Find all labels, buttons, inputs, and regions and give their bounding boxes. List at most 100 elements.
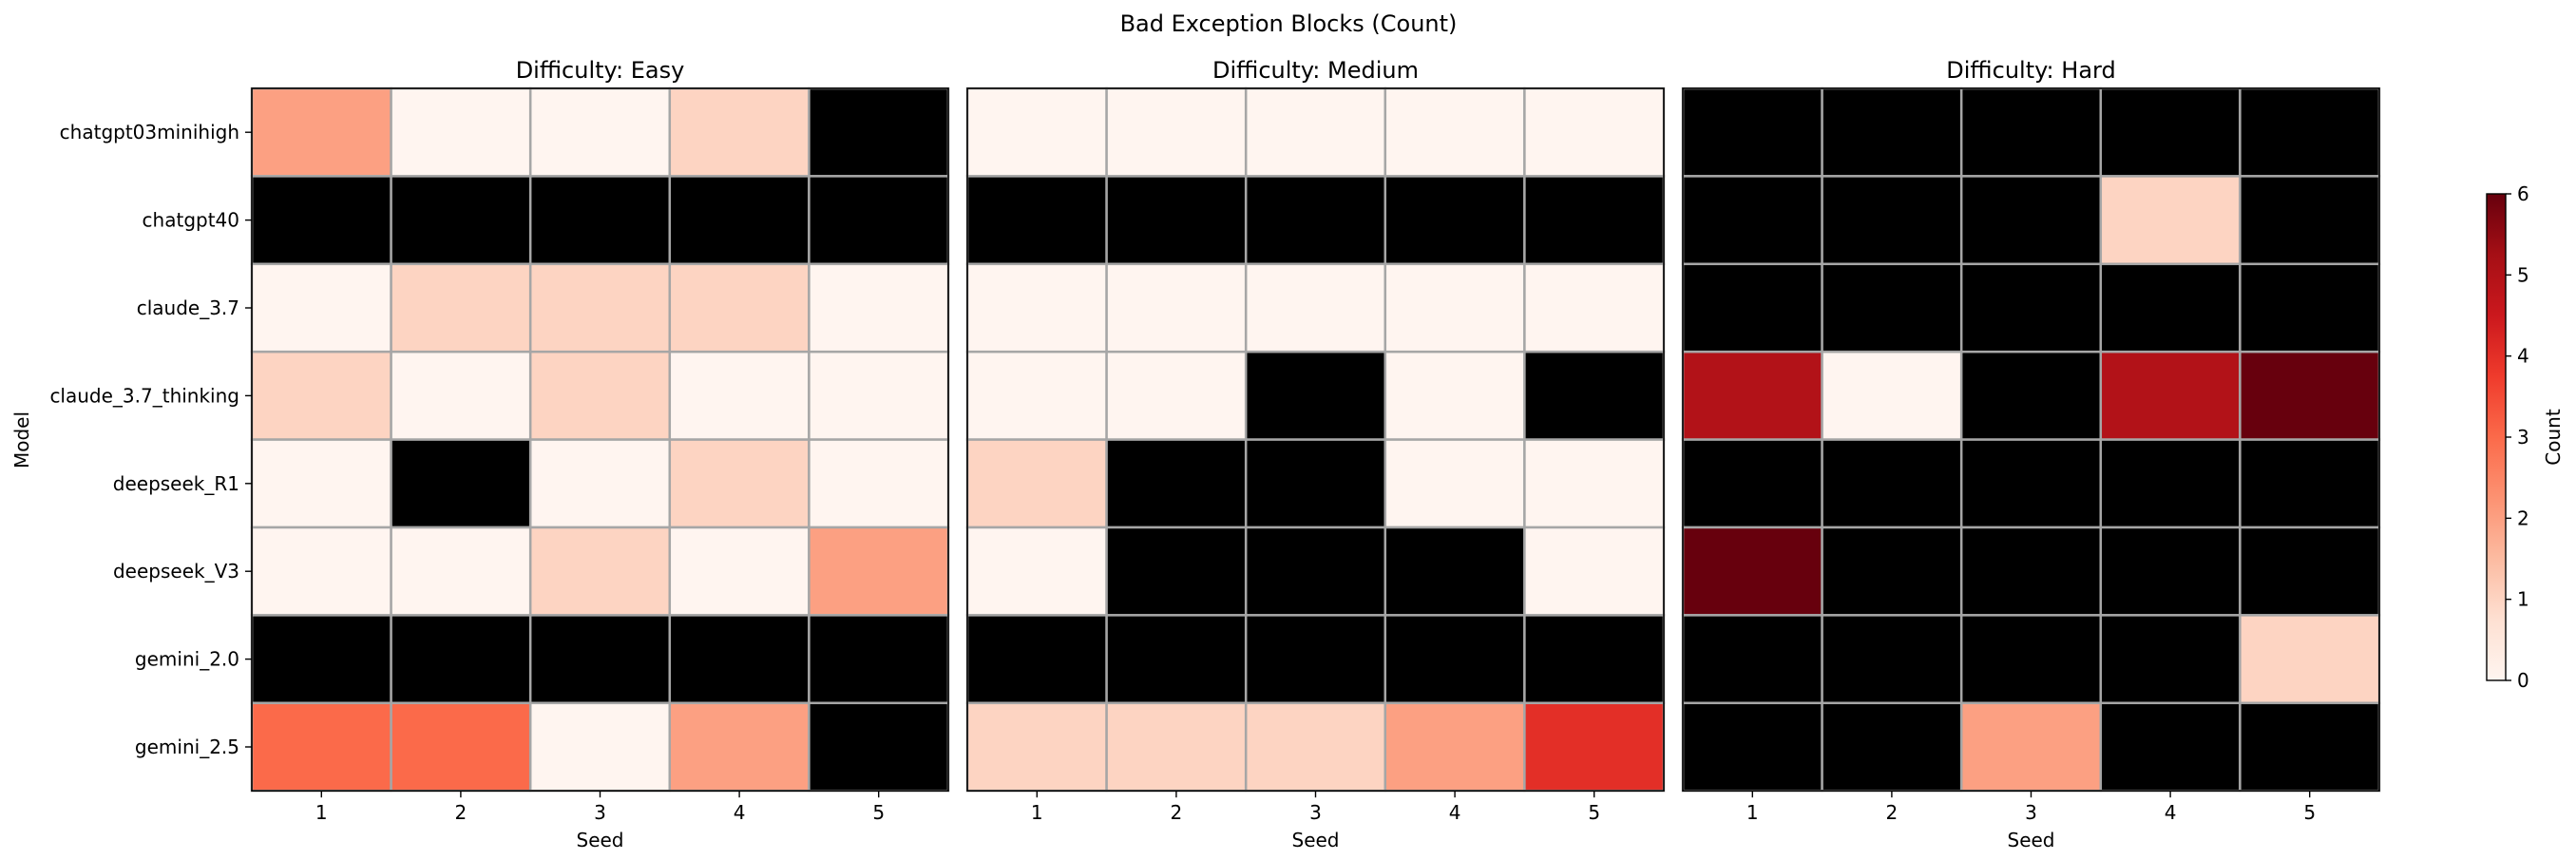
colorbar-label: Count	[2542, 409, 2565, 466]
x-tick-label: 3	[594, 801, 606, 824]
colorbar-tick-label: 1	[2517, 588, 2529, 611]
x-tick-label: 5	[1588, 801, 1600, 824]
x-tick-label: 4	[1449, 801, 1461, 824]
heatmap-cell	[1821, 350, 1963, 441]
heatmap-cell	[1244, 350, 1387, 441]
heatmap-cell	[808, 526, 950, 617]
heatmap-cell	[250, 175, 392, 266]
x-axis-label: Seed	[2008, 829, 2055, 851]
heatmap-cell	[250, 701, 392, 793]
colorbar-tick-label: 5	[2517, 263, 2529, 286]
heatmap-panel: Difficulty: Hard 1 2 3 4 5 Seed	[1681, 57, 2381, 851]
heatmap-cell	[965, 350, 1108, 441]
heatmap-cell	[1383, 86, 1526, 178]
heatmap-cell	[250, 86, 392, 178]
heatmap-cell	[528, 86, 672, 178]
heatmap-cell	[390, 526, 532, 617]
colorbar-tick-label: 0	[2517, 669, 2529, 692]
heatmap-cell	[1523, 526, 1666, 617]
heatmap-cell	[965, 614, 1108, 705]
heatmap-panels: Difficulty: Easy 1 2 3 4 5 Seed chatgpt03minihi…	[49, 57, 2381, 851]
heatmap-cell	[1383, 438, 1526, 529]
x-tick-label: 3	[1309, 801, 1322, 824]
heatmap-cell	[1959, 614, 2103, 705]
heatmap-cell	[250, 350, 392, 441]
heatmap-cell	[808, 350, 950, 441]
heatmap-cell	[528, 350, 672, 441]
x-tick-label: 5	[872, 801, 885, 824]
heatmap-cell	[390, 438, 532, 529]
heatmap-cell	[1821, 701, 1963, 793]
heatmap-cell	[2239, 86, 2381, 178]
heatmap-cell	[1244, 701, 1387, 793]
heatmap-cell	[1105, 350, 1248, 441]
y-tick-label: deepseek_R1	[113, 472, 239, 495]
heatmap-cell	[808, 175, 950, 266]
colorbar: 0 1 2 3 4 5 6 Count	[2486, 182, 2565, 692]
colorbar-tick-label: 6	[2517, 182, 2529, 205]
panel-title: Difficulty: Hard	[1946, 57, 2115, 84]
heatmap-cell	[1681, 614, 1823, 705]
heatmap-cell	[1105, 701, 1248, 793]
heatmap-cell	[390, 701, 532, 793]
heatmap-cell	[390, 350, 532, 441]
heatmap-cell	[1681, 438, 1823, 529]
heatmap-cell	[1244, 614, 1387, 705]
x-tick-label: 3	[2025, 801, 2037, 824]
heatmap-cell	[2239, 701, 2381, 793]
heatmap-cell	[2099, 262, 2242, 354]
heatmap-cell	[1383, 614, 1526, 705]
x-tick-label: 4	[734, 801, 746, 824]
heatmap-cell	[2099, 350, 2242, 441]
x-tick-label: 1	[1031, 801, 1043, 824]
heatmap-panel: Difficulty: Medium 1 2 3 4 5 Seed	[965, 57, 1666, 851]
heatmap-cell	[1383, 701, 1526, 793]
heatmap-cell	[1959, 86, 2103, 178]
colorbar-tick-label: 2	[2517, 506, 2529, 529]
x-axis-label: Seed	[1292, 829, 1340, 851]
heatmap-panel: Difficulty: Easy 1 2 3 4 5 Seed chatgpt03minihi…	[49, 57, 950, 851]
heatmap-cell	[668, 86, 811, 178]
heatmap-cell	[2099, 438, 2242, 529]
heatmap-cell	[1959, 526, 2103, 617]
heatmap-cell	[2239, 262, 2381, 354]
heatmap-cell	[1523, 86, 1666, 178]
heatmap-cell	[528, 526, 672, 617]
heatmap-cell	[1959, 438, 2103, 529]
heatmap-cell	[1681, 350, 1823, 441]
heatmap-cell	[1821, 175, 1963, 266]
heatmap-cell	[1959, 701, 2103, 793]
heatmap-cell	[1383, 526, 1526, 617]
heatmap-cell	[808, 614, 950, 705]
heatmap-cell	[965, 262, 1108, 354]
heatmap-cell	[528, 175, 672, 266]
heatmap-cell	[668, 701, 811, 793]
heatmap-cell	[390, 614, 532, 705]
heatmap-cell	[1105, 438, 1248, 529]
heatmap-cell	[808, 701, 950, 793]
heatmap-cell	[2099, 86, 2242, 178]
heatmap-cell	[1523, 175, 1666, 266]
heatmap-cell	[808, 438, 950, 529]
heatmap-cell	[528, 614, 672, 705]
heatmap-cell	[1244, 526, 1387, 617]
heatmap-cell	[668, 614, 811, 705]
heatmap-cell	[2239, 438, 2381, 529]
colorbar-gradient	[2486, 193, 2507, 681]
heatmap-cell	[1821, 438, 1963, 529]
heatmap-cell	[250, 262, 392, 354]
x-tick-label: 2	[1171, 801, 1183, 824]
heatmap-cell	[2239, 175, 2381, 266]
x-tick-label: 1	[1746, 801, 1759, 824]
heatmap-cell	[250, 438, 392, 529]
x-tick-label: 1	[315, 801, 328, 824]
heatmap-cell	[2099, 701, 2242, 793]
heatmap-cell	[1681, 86, 1823, 178]
heatmap-cell	[1523, 262, 1666, 354]
y-tick-label: claude_3.7_thinking	[49, 384, 239, 407]
heatmap-cell	[528, 701, 672, 793]
heatmap-cell	[1821, 262, 1963, 354]
heatmap-cell	[1105, 614, 1248, 705]
y-tick-label: chatgpt40	[143, 209, 239, 232]
